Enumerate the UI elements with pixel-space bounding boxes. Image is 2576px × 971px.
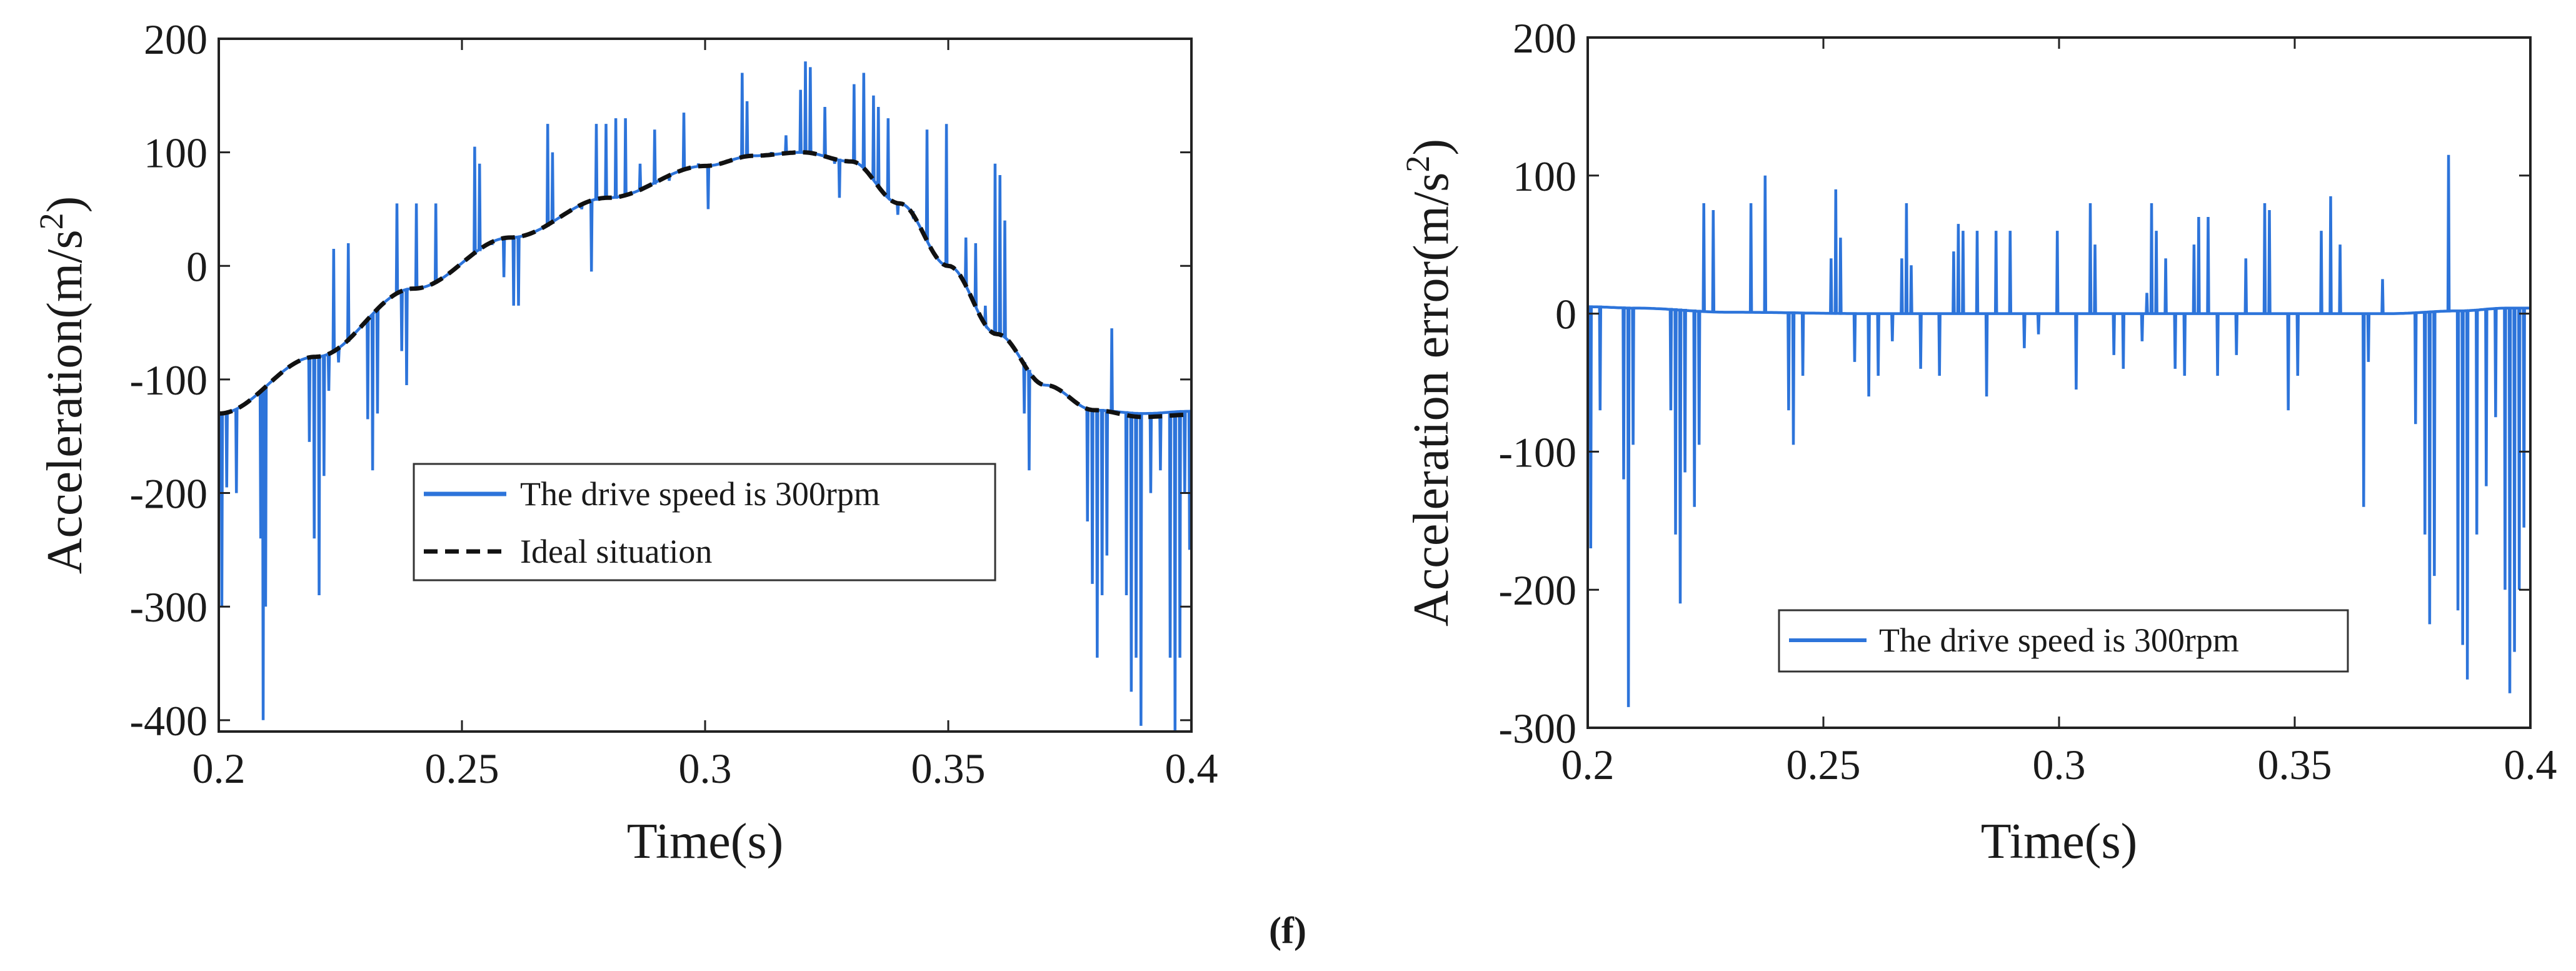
y-tick-label: 0 xyxy=(1555,291,1576,338)
y-tick-label: 0 xyxy=(186,243,208,290)
left-legend-label-measured: The drive speed is 300rpm xyxy=(520,475,880,513)
x-tick-label: 0.35 xyxy=(911,745,986,792)
y-tick-label: -300 xyxy=(129,583,208,631)
y-tick-label: 200 xyxy=(144,16,208,63)
x-tick-label: 0.2 xyxy=(1561,741,1615,788)
y-tick-label: -400 xyxy=(129,697,208,745)
x-tick-label: 0.25 xyxy=(1787,741,1861,788)
x-tick-label: 0.3 xyxy=(679,745,732,792)
left-y-axis-title: Acceleration(m/s2) xyxy=(33,196,93,575)
left-y-ticks: -400 -300 -200 -100 0 100 200 xyxy=(129,16,1191,745)
y-tick-label: -100 xyxy=(1498,428,1576,476)
right-y-ticks: -300 -200 -100 0 100 200 xyxy=(1498,14,2530,752)
left-legend: The drive speed is 300rpm Ideal situatio… xyxy=(413,463,996,581)
y-tick-label: 100 xyxy=(144,129,208,177)
right-plot-area xyxy=(1588,154,2530,707)
left-legend-label-ideal: Ideal situation xyxy=(520,533,712,570)
figure-caption: (f) xyxy=(1269,910,1306,951)
right-chart: -300 -200 -100 0 100 200 0.2 0.25 0.3 0.35 0.4 Ti… xyxy=(1399,14,2557,869)
y-tick-label: -200 xyxy=(129,470,208,518)
x-tick-label: 0.3 xyxy=(2033,741,2086,788)
y-tick-label: 200 xyxy=(1513,14,1576,62)
left-plot-area xyxy=(218,61,1192,732)
right-x-ticks: 0.2 0.25 0.3 0.35 0.4 xyxy=(1561,38,2557,788)
y-tick-label: -100 xyxy=(129,356,208,404)
x-tick-label: 0.35 xyxy=(2258,741,2332,788)
y-tick-label: -300 xyxy=(1498,705,1576,752)
right-x-axis-title: Time(s) xyxy=(1981,814,2137,869)
right-legend: The drive speed is 300rpm xyxy=(1778,609,2349,673)
x-tick-label: 0.2 xyxy=(193,745,246,792)
x-tick-label: 0.4 xyxy=(2504,741,2557,788)
x-tick-label: 0.25 xyxy=(425,745,499,792)
measured-series-line xyxy=(218,61,1192,732)
left-x-ticks: 0.2 0.25 0.3 0.35 0.4 xyxy=(193,39,1218,792)
right-legend-label-measured: The drive speed is 300rpm xyxy=(1879,621,2239,659)
y-tick-label: 100 xyxy=(1513,153,1576,200)
right-y-axis-title: Acceleration error(m/s2) xyxy=(1399,139,1459,626)
left-x-axis-title: Time(s) xyxy=(627,814,783,869)
measured-series-line xyxy=(1588,154,2530,707)
ideal-series-line xyxy=(218,150,1191,420)
x-tick-label: 0.4 xyxy=(1165,745,1218,792)
y-tick-label: -200 xyxy=(1498,566,1576,614)
